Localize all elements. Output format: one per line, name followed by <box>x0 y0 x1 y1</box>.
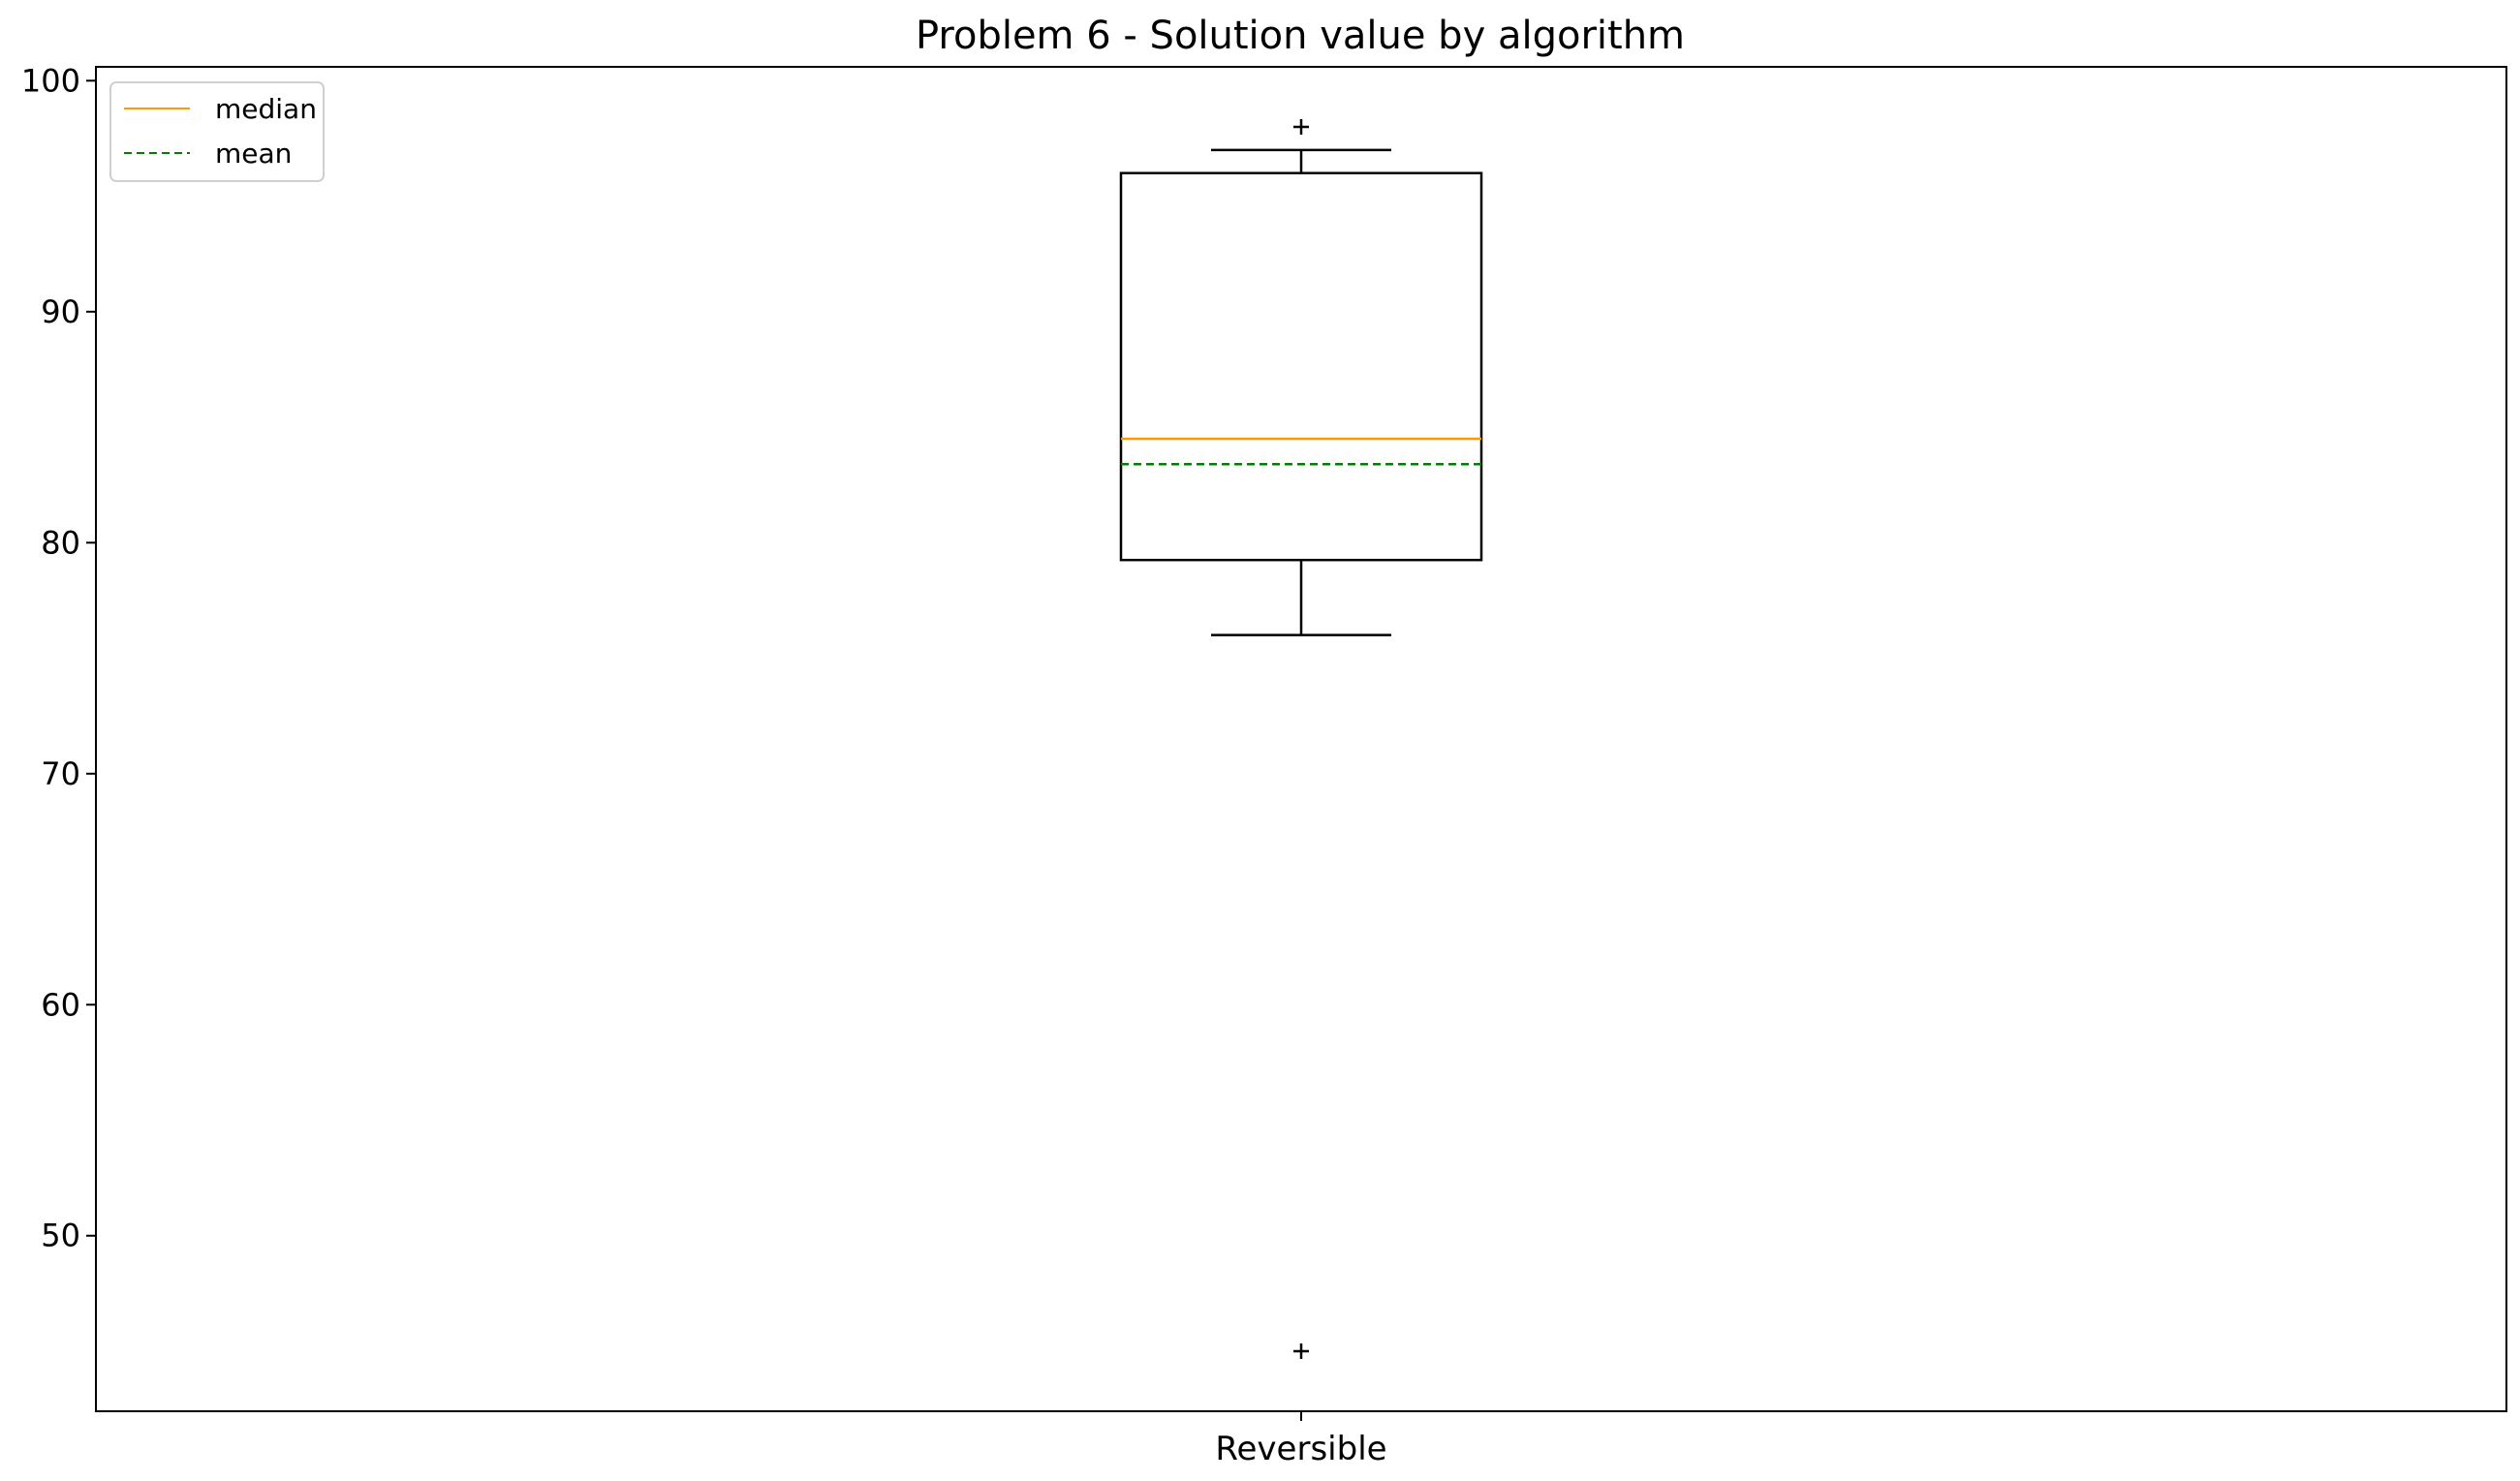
box-plots <box>1119 119 1483 1359</box>
y-tick-label: 70 <box>41 756 80 792</box>
y-tick-label: 80 <box>41 524 80 561</box>
legend: median mean <box>109 81 325 182</box>
legend-frame <box>109 81 325 182</box>
y-tick-label: 50 <box>41 1218 80 1254</box>
box-iqr <box>1119 171 1483 562</box>
x-tick-label: Reversible <box>1215 1430 1386 1468</box>
legend-mean-label: mean <box>215 138 292 170</box>
x-axis: Reversible <box>1215 1411 1387 1468</box>
plot-area-frame <box>95 66 2507 1412</box>
y-tick-label: 60 <box>41 986 80 1023</box>
y-tick-label: 90 <box>41 293 80 330</box>
y-tick-label: 100 <box>21 62 80 99</box>
chart-title: Problem 6 - Solution value by algorithm <box>916 14 1685 58</box>
y-axis: 50 60 70 80 90 100 <box>21 62 96 1254</box>
legend-median-label: median <box>215 93 317 125</box>
